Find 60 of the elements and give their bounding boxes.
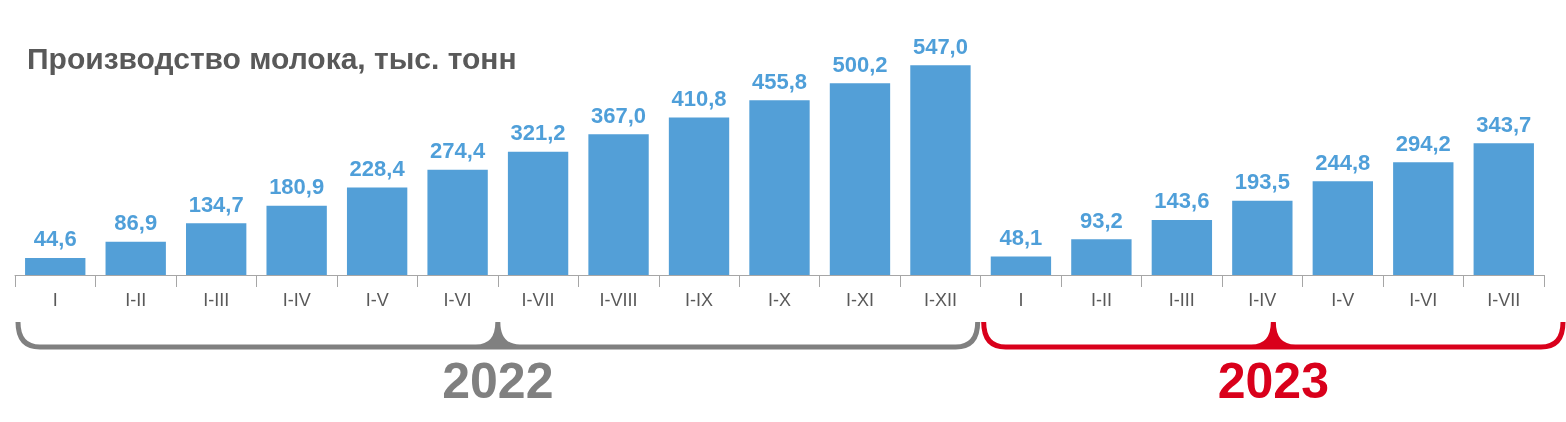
data-label: 500,2 xyxy=(832,51,888,77)
data-label: 86,9 xyxy=(114,210,158,236)
data-label: 180,9 xyxy=(269,174,325,200)
x-tick-label: I-X xyxy=(767,290,792,310)
x-tick-label: I-XI xyxy=(845,290,874,310)
x-tick-label: I-IV xyxy=(1248,290,1277,310)
bar xyxy=(588,134,649,275)
data-label: 343,7 xyxy=(1476,111,1532,137)
data-label: 193,5 xyxy=(1234,169,1290,195)
x-tick-label: I xyxy=(52,290,58,310)
data-label: 547,0 xyxy=(912,33,968,59)
x-tick-label: I xyxy=(1018,290,1024,310)
x-tick-label: I-III xyxy=(1168,290,1195,310)
bar xyxy=(910,65,971,275)
data-label: 48,1 xyxy=(999,225,1043,251)
bar xyxy=(1473,143,1534,275)
bar xyxy=(1071,239,1132,275)
bar xyxy=(25,257,86,275)
x-tick-label: I-VI xyxy=(443,290,472,310)
bar xyxy=(1393,162,1454,275)
x-tick-label: I-II xyxy=(125,290,147,310)
x-tick-label: I-VIII xyxy=(599,290,638,310)
data-label: 294,2 xyxy=(1395,130,1451,156)
bar xyxy=(1312,181,1373,275)
bar xyxy=(507,151,569,275)
text: 2022 xyxy=(442,352,554,410)
bar xyxy=(105,241,166,275)
x-tick-label: I-V xyxy=(365,290,389,310)
bar xyxy=(346,187,408,275)
text: 2023 xyxy=(1217,352,1329,410)
data-label: 367,0 xyxy=(591,102,647,128)
x-tick-label: I-IV xyxy=(282,290,311,310)
bar xyxy=(829,83,891,275)
bar xyxy=(990,256,1052,275)
x-tick-label: I-VI xyxy=(1409,290,1438,310)
data-label: 244,8 xyxy=(1315,149,1371,175)
x-tick-label: I-IX xyxy=(685,290,714,310)
bar xyxy=(749,100,810,275)
data-label: 44,6 xyxy=(33,226,77,252)
data-label: 274,4 xyxy=(430,138,486,164)
x-tick-label: I-VII xyxy=(521,290,555,310)
x-tick-label: I-VII xyxy=(1487,290,1521,310)
x-tick-label: I-V xyxy=(1331,290,1355,310)
x-tick-label: I-II xyxy=(1090,290,1112,310)
x-tick-label: I-XII xyxy=(923,290,957,310)
bar xyxy=(266,205,327,275)
data-label: 321,2 xyxy=(510,120,566,146)
bar xyxy=(1151,219,1213,275)
data-label: 143,6 xyxy=(1154,188,1210,214)
bar xyxy=(1232,200,1293,275)
bar xyxy=(668,117,730,275)
data-label: 228,4 xyxy=(349,155,406,181)
chart-title: Производство молока, тыс. тонн xyxy=(27,41,517,75)
data-label: 455,8 xyxy=(751,68,808,94)
data-label: 93,2 xyxy=(1079,207,1123,233)
bar xyxy=(427,169,488,275)
bar xyxy=(186,223,247,275)
data-label: 410,8 xyxy=(671,86,727,112)
x-tick-label: I-III xyxy=(203,290,230,310)
data-label: 134,7 xyxy=(188,191,244,217)
